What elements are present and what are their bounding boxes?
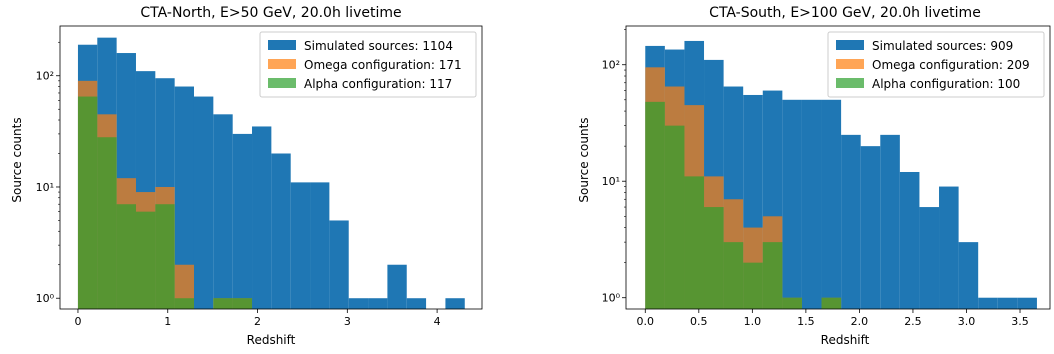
- south-bar-s2-b2: [684, 176, 705, 309]
- south-chart-title: CTA-South, E>100 GeV, 20.0h livetime: [709, 5, 981, 21]
- north-bar-s2-b1: [97, 137, 117, 309]
- south-bar-s0-b12: [880, 134, 900, 309]
- south-bar-s2-b9: [821, 297, 842, 309]
- south-x-tick-label: 1.5: [797, 315, 815, 328]
- north-chart-title: CTA-North, E>50 GeV, 20.0h livetime: [140, 5, 401, 21]
- south-legend-label-1: Omega configuration: 209: [872, 58, 1030, 72]
- north-y-tick-label: 10²: [36, 70, 54, 83]
- south-x-tick-label: 1.0: [744, 315, 762, 328]
- south-bar-s0-b19: [1017, 297, 1037, 309]
- south-bar-s0-b9: [821, 99, 842, 309]
- north-legend-swatch-0: [268, 40, 296, 50]
- south-bar-s0-b13: [899, 171, 920, 309]
- north-bar-s0-b9: [252, 126, 272, 309]
- north-legend-label-0: Simulated sources: 1104: [304, 39, 453, 53]
- north-plot-area: 10⁰ 10¹ 10² 0 1 2 3 4 Simulated sources: 1104 Ome…: [36, 25, 483, 328]
- south-bar-s2-b6: [762, 242, 783, 309]
- south-x-tick-label: 0.5: [690, 315, 708, 328]
- north-bar-s0-b8: [232, 133, 253, 309]
- south-bar-s0-b17: [978, 297, 998, 309]
- north-legend-label-2: Alpha configuration: 117: [304, 77, 452, 91]
- north-bar-s0-b12: [310, 182, 330, 309]
- south-bar-s0-b16: [958, 242, 979, 309]
- south-legend-swatch-0: [836, 40, 864, 50]
- south-bar-s2-b3: [704, 207, 724, 309]
- south-y-tick-label: 10¹: [602, 175, 620, 188]
- north-x-tick-label: 2: [254, 315, 261, 328]
- south-legend-box: [827, 31, 1045, 98]
- north-bar-s2-b4: [155, 204, 175, 309]
- south-legend-swatch-1: [836, 59, 864, 69]
- north-bar-s2-b2: [116, 204, 136, 309]
- south-bar-s0-b18: [997, 297, 1018, 309]
- north-bar-s2-b5: [174, 298, 194, 309]
- north-axes-frame: [59, 25, 483, 310]
- north-bar-s0-b5: [174, 86, 194, 310]
- south-bar-s2-b4: [723, 242, 744, 309]
- south-y-tick-label: 10⁰: [602, 292, 621, 305]
- north-bar-s1-b5: [174, 264, 194, 309]
- south-legend: Simulated sources: 909 Omega configuratio…: [827, 31, 1045, 98]
- north-bar-s2-b8: [232, 298, 253, 309]
- south-bar-s0-b8: [801, 99, 822, 309]
- south-x-tick-label: 2.5: [904, 315, 922, 328]
- south-bar-s0-b14: [919, 207, 940, 309]
- south-y-axis-label: Source counts: [577, 117, 591, 202]
- south-series-2: [645, 101, 842, 310]
- north-bar-s0-b16: [387, 264, 407, 309]
- south-bar-s2-b7: [782, 297, 802, 309]
- north-series-2: [77, 96, 253, 309]
- south-bar-s2-b5: [743, 262, 763, 309]
- north-y-axis-label: Source counts: [10, 117, 24, 202]
- north-bar-s0-b17: [406, 298, 427, 309]
- north-bar-s0-b14: [348, 298, 369, 309]
- north-legend-label-1: Omega configuration: 171: [304, 58, 462, 72]
- north-bar-s0-b19: [445, 298, 465, 309]
- south-axes-frame: [625, 25, 1051, 310]
- south-bar-s0-b10: [841, 134, 861, 309]
- north-legend-box: [259, 31, 477, 98]
- north-bar-s0-b13: [329, 220, 349, 309]
- north-series-0: [77, 37, 465, 310]
- south-x-tick-label: 3.0: [958, 315, 976, 328]
- north-bar-s0-b6: [193, 96, 214, 309]
- south-x-tick-label: 3.5: [1011, 315, 1029, 328]
- north-bar-s0-b7: [213, 114, 233, 309]
- south-legend-label-0: Simulated sources: 909: [872, 39, 1013, 53]
- north-legend-swatch-2: [268, 78, 296, 88]
- north-bar-s2-b3: [135, 211, 156, 309]
- north-x-tick-label: 1: [164, 315, 171, 328]
- south-bar-s0-b7: [782, 99, 802, 309]
- south-legend-label-2: Alpha configuration: 100: [872, 77, 1020, 91]
- south-x-axis-label: Redshift: [821, 333, 870, 347]
- south-legend-swatch-2: [836, 78, 864, 88]
- south-bar-s2-b1: [664, 125, 685, 310]
- north-y-tick-label: 10¹: [36, 181, 54, 194]
- north-bar-s0-b11: [290, 182, 311, 309]
- north-x-tick-label: 3: [344, 315, 351, 328]
- south-y-tick-label: 10²: [602, 59, 620, 72]
- north-legend-swatch-1: [268, 59, 296, 69]
- north-y-tick-label: 10⁰: [36, 292, 55, 305]
- north-bar-s2-b0: [77, 96, 98, 309]
- north-x-axis-label: Redshift: [247, 333, 296, 347]
- south-bar-s0-b11: [860, 146, 881, 309]
- south-bar-s0-b15: [939, 186, 959, 309]
- north-bar-s0-b10: [271, 153, 291, 309]
- south-plot-area: 10⁰ 10¹ 10² 0.0 0.5 1.0 1.5 2.0 2.5 3.0 3.5 Simulat…: [602, 25, 1051, 328]
- south-histogram-panel: CTA-South, E>100 GeV, 20.0h livetime Sou…: [577, 5, 1051, 347]
- north-bar-s0-b15: [368, 298, 388, 309]
- north-bar-s2-b7: [213, 298, 233, 309]
- south-x-tick-label: 2.0: [851, 315, 869, 328]
- south-bar-s2-b0: [645, 101, 665, 309]
- north-legend: Simulated sources: 1104 Omega configurati…: [259, 31, 477, 98]
- south-x-tick-label: 0.0: [637, 315, 655, 328]
- north-histogram-panel: CTA-North, E>50 GeV, 20.0h livetime Sour…: [10, 5, 483, 347]
- north-x-tick-label: 0: [74, 315, 81, 328]
- north-x-tick-label: 4: [434, 315, 441, 328]
